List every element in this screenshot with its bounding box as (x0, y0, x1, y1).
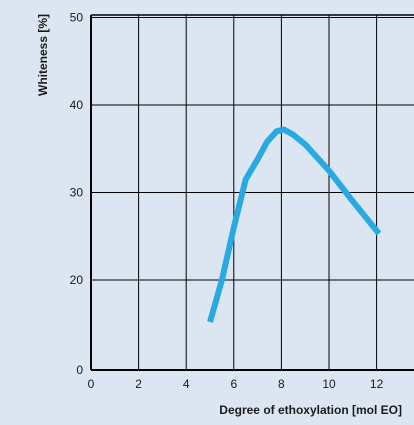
x-tick-label-0: 0 (88, 377, 95, 391)
grid-lines (91, 15, 414, 370)
y-axis-title: Whiteness [%] (36, 14, 50, 96)
axes (90, 14, 414, 371)
x-tick-label-12: 12 (370, 377, 384, 391)
x-axis-title: Degree of ethoxylation [mol EO] (219, 403, 402, 417)
y-tick-label-0: 0 (76, 363, 83, 377)
y-tick-labels: 0 20 30 40 50 (70, 11, 84, 378)
x-tick-label-4: 4 (183, 377, 190, 391)
data-series (207, 126, 382, 323)
x-tick-label-8: 8 (278, 377, 285, 391)
x-tick-labels: 02468101214 (88, 377, 384, 391)
x-tick-label-2: 2 (135, 377, 142, 391)
series-line-1 (207, 126, 382, 323)
y-tick-label-20: 20 (70, 273, 84, 287)
y-tick-label-30: 30 (70, 186, 84, 200)
y-tick-label-40: 40 (70, 98, 84, 112)
x-tick-label-10: 10 (322, 377, 336, 391)
y-tick-label-50: 50 (70, 11, 84, 25)
x-tick-label-6: 6 (230, 377, 237, 391)
